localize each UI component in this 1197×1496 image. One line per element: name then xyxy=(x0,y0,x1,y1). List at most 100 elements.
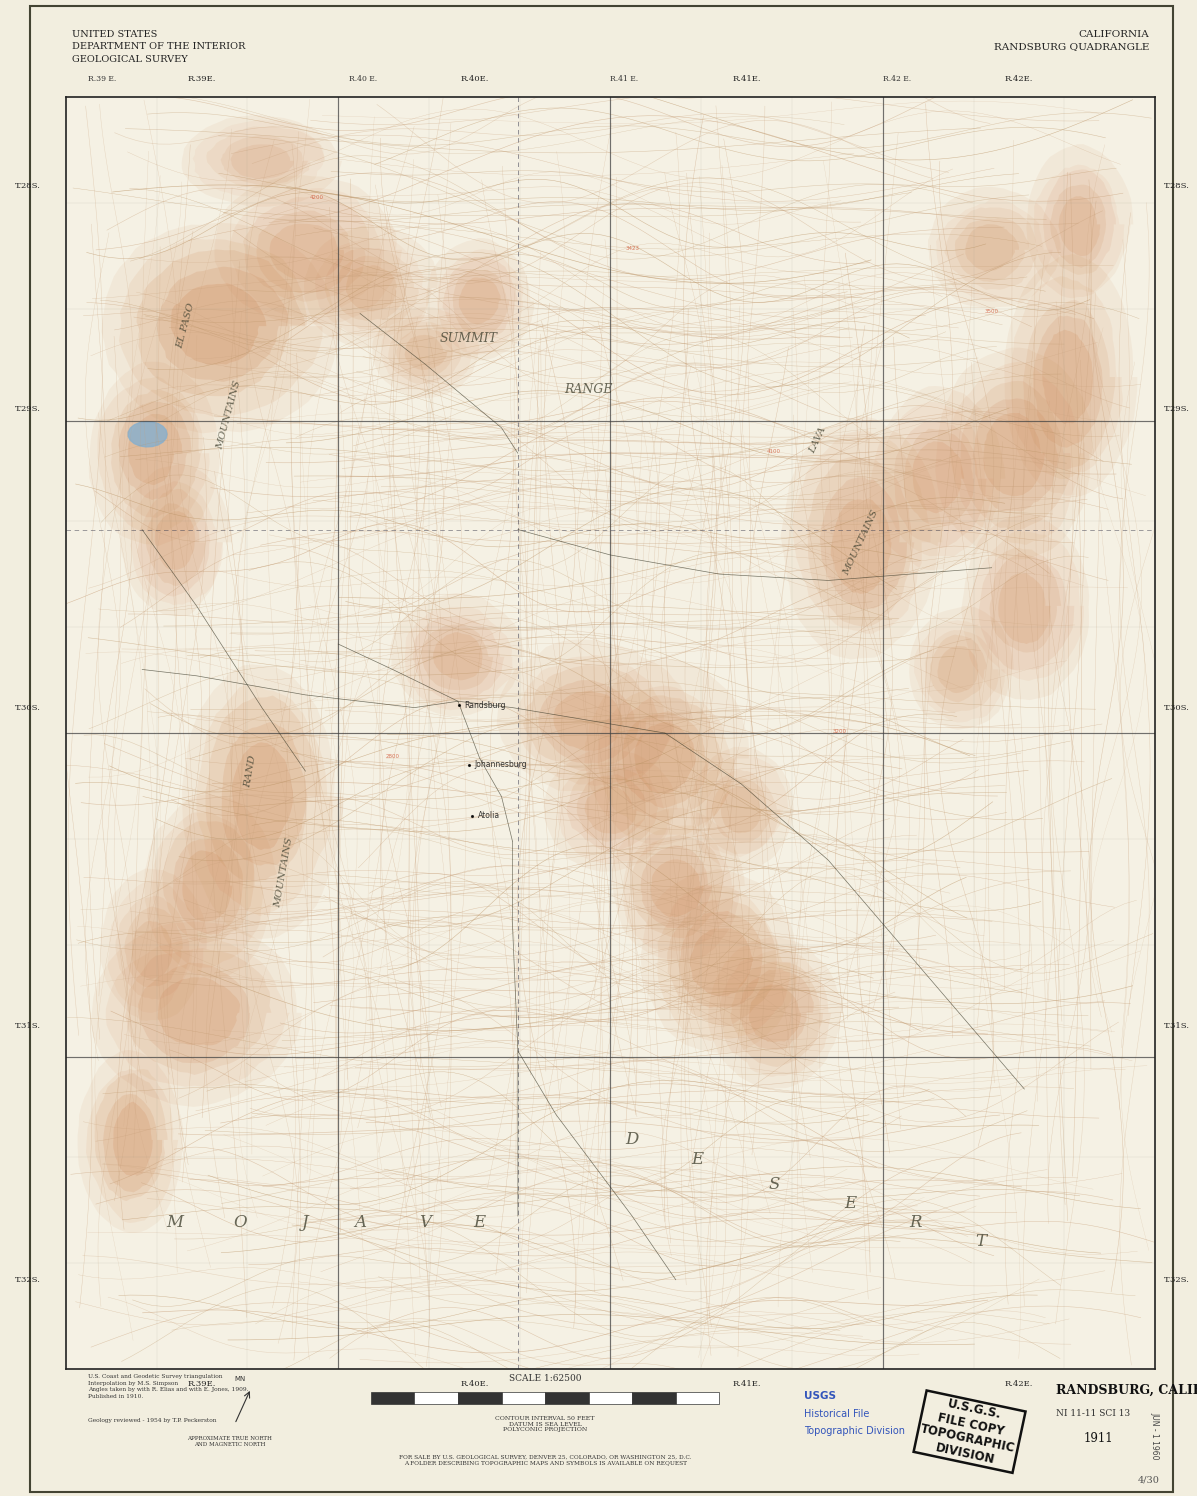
Polygon shape xyxy=(108,881,200,1013)
Polygon shape xyxy=(808,456,915,627)
Polygon shape xyxy=(132,922,172,978)
Polygon shape xyxy=(324,248,419,329)
Polygon shape xyxy=(269,224,344,281)
Polygon shape xyxy=(182,664,344,939)
Polygon shape xyxy=(221,723,308,866)
Text: O: O xyxy=(233,1215,247,1231)
Text: R.40E.: R.40E. xyxy=(460,1379,488,1388)
Text: FOR SALE BY U.S. GEOLOGICAL SURVEY, DENVER 25, COLORADO, OR WASHINGTON 25, D.C.
: FOR SALE BY U.S. GEOLOGICAL SURVEY, DENV… xyxy=(399,1454,692,1465)
Polygon shape xyxy=(730,962,822,1067)
Polygon shape xyxy=(577,775,646,842)
Polygon shape xyxy=(553,691,622,751)
Polygon shape xyxy=(624,826,735,950)
Polygon shape xyxy=(973,398,1058,512)
Polygon shape xyxy=(894,420,986,548)
Text: R: R xyxy=(910,1215,922,1231)
Polygon shape xyxy=(961,515,1089,700)
Polygon shape xyxy=(712,778,772,842)
Polygon shape xyxy=(114,1101,153,1176)
Text: USGS: USGS xyxy=(804,1391,837,1402)
Polygon shape xyxy=(304,226,438,347)
Text: R.40E.: R.40E. xyxy=(460,75,488,84)
Polygon shape xyxy=(388,322,461,384)
Polygon shape xyxy=(130,482,223,604)
Polygon shape xyxy=(597,685,736,835)
Polygon shape xyxy=(970,531,1083,681)
Text: T.32S.: T.32S. xyxy=(1163,1276,1190,1284)
Text: E: E xyxy=(474,1215,486,1231)
Text: 4200: 4200 xyxy=(309,194,323,200)
Polygon shape xyxy=(523,664,658,770)
Text: 3200: 3200 xyxy=(832,729,846,735)
Text: T.29S.: T.29S. xyxy=(14,405,41,413)
Polygon shape xyxy=(152,812,263,968)
Text: 3423: 3423 xyxy=(625,245,639,251)
Text: 4100: 4100 xyxy=(767,449,780,455)
Polygon shape xyxy=(346,265,396,311)
Polygon shape xyxy=(640,869,797,1053)
Polygon shape xyxy=(612,808,745,960)
Polygon shape xyxy=(229,188,383,317)
Text: E: E xyxy=(692,1150,704,1167)
Text: T.32S.: T.32S. xyxy=(14,1276,41,1284)
Polygon shape xyxy=(979,548,1074,670)
Polygon shape xyxy=(709,936,841,1089)
Polygon shape xyxy=(584,660,749,845)
Text: RAND: RAND xyxy=(244,754,259,788)
Text: Johannesburg: Johannesburg xyxy=(474,760,527,769)
Text: T.30S.: T.30S. xyxy=(1163,703,1190,712)
Polygon shape xyxy=(610,696,724,821)
Polygon shape xyxy=(121,464,232,616)
Polygon shape xyxy=(539,681,640,763)
Bar xyxy=(545,1391,589,1403)
Text: Randsburg: Randsburg xyxy=(464,700,506,709)
Bar xyxy=(414,1391,458,1403)
Polygon shape xyxy=(182,850,232,922)
Polygon shape xyxy=(543,748,678,872)
Polygon shape xyxy=(497,640,693,791)
Polygon shape xyxy=(1043,329,1093,423)
Text: Topographic Division: Topographic Division xyxy=(804,1426,905,1436)
Text: UNITED STATES
DEPARTMENT OF THE INTERIOR
GEOLOGICAL SURVEY: UNITED STATES DEPARTMENT OF THE INTERIOR… xyxy=(72,30,245,64)
Polygon shape xyxy=(231,145,293,180)
Polygon shape xyxy=(689,928,753,996)
Text: 4/30: 4/30 xyxy=(1138,1475,1160,1484)
Bar xyxy=(632,1391,676,1403)
Polygon shape xyxy=(721,787,761,833)
Polygon shape xyxy=(158,977,241,1046)
Polygon shape xyxy=(443,257,517,341)
Text: R.41E.: R.41E. xyxy=(733,75,761,84)
Text: R.39E.: R.39E. xyxy=(188,1379,217,1388)
Text: R.39 E.: R.39 E. xyxy=(87,75,116,84)
Polygon shape xyxy=(89,362,220,546)
Text: T: T xyxy=(976,1233,986,1251)
Polygon shape xyxy=(206,126,326,188)
Polygon shape xyxy=(111,390,201,518)
Text: R.42E.: R.42E. xyxy=(1004,75,1033,84)
Text: M: M xyxy=(166,1215,183,1231)
Polygon shape xyxy=(437,250,523,355)
Text: SCALE 1:62500: SCALE 1:62500 xyxy=(509,1373,582,1382)
Polygon shape xyxy=(584,787,637,833)
Polygon shape xyxy=(78,1050,183,1233)
Polygon shape xyxy=(651,859,704,917)
Bar xyxy=(589,1391,632,1403)
Polygon shape xyxy=(950,362,1083,545)
Polygon shape xyxy=(243,196,370,302)
Polygon shape xyxy=(103,1094,162,1192)
Polygon shape xyxy=(936,199,1052,302)
Text: D: D xyxy=(626,1131,639,1149)
Polygon shape xyxy=(657,884,791,1041)
Polygon shape xyxy=(998,573,1051,645)
Polygon shape xyxy=(372,307,480,398)
Polygon shape xyxy=(740,969,814,1050)
Polygon shape xyxy=(381,316,470,390)
Polygon shape xyxy=(1043,169,1116,275)
Text: LAVA: LAVA xyxy=(808,426,827,455)
Text: 1911: 1911 xyxy=(1083,1432,1113,1445)
Polygon shape xyxy=(119,238,322,417)
Text: RANDSBURG, CALIF.: RANDSBURG, CALIF. xyxy=(1056,1384,1197,1397)
Polygon shape xyxy=(909,606,1014,730)
Polygon shape xyxy=(146,503,206,586)
Polygon shape xyxy=(119,401,192,500)
